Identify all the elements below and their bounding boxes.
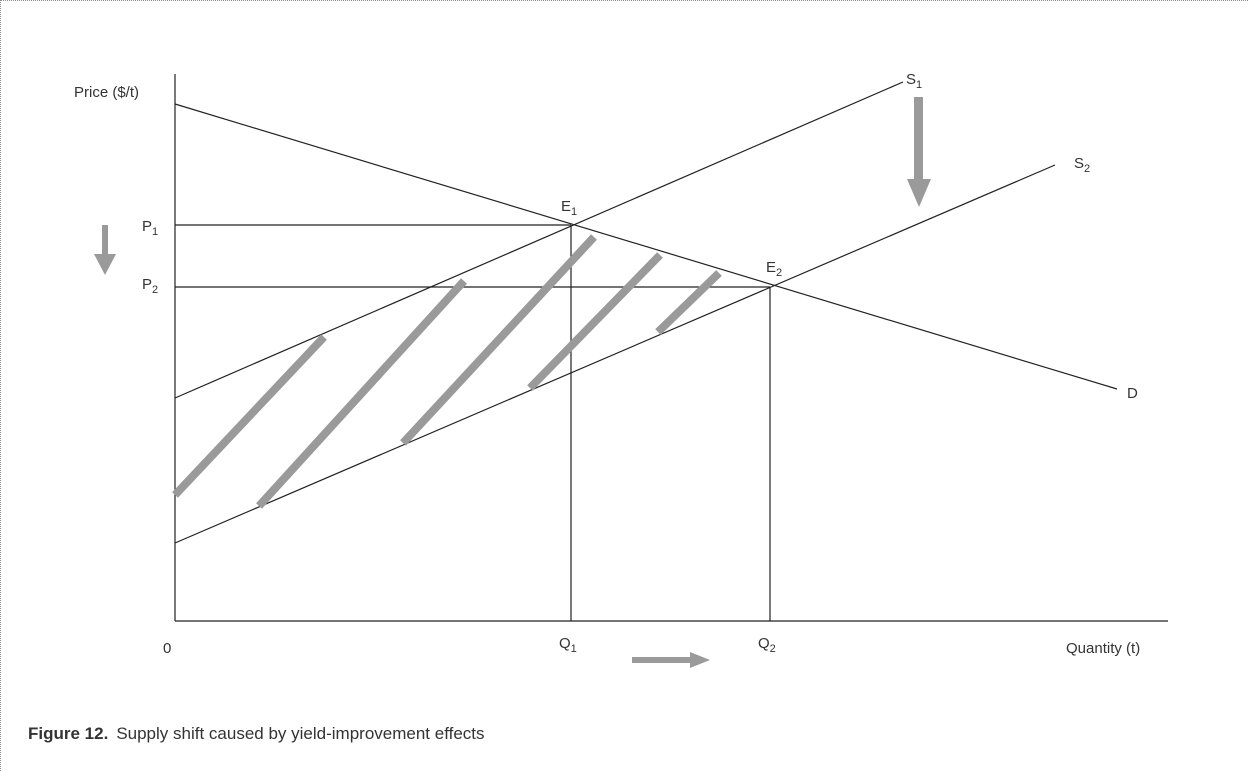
hatch-stroke	[655, 270, 722, 335]
q2-label: Q2	[758, 635, 776, 655]
y-axis-label: Price ($/t)	[74, 84, 139, 101]
shaded-region	[172, 234, 722, 509]
figure-caption: Figure 12. Supply shift caused by yield-i…	[28, 724, 485, 744]
d-label: D	[1127, 385, 1138, 402]
supply-curve-s2	[174, 164, 1056, 544]
e1-label: E1	[561, 198, 577, 218]
hatch-stroke	[172, 334, 327, 498]
e2-label: E2	[766, 259, 782, 279]
q1-label: Q1	[559, 635, 577, 655]
supply-shift-diagram: Price ($/t) Quantity (t) 0 S1 S2 D E1 E2…	[74, 71, 1168, 668]
down-arrow-icon	[94, 225, 116, 275]
origin-label: 0	[163, 640, 171, 657]
s2-label: S2	[1074, 155, 1090, 175]
right-arrow-icon	[632, 652, 710, 668]
x-axis-label: Quantity (t)	[1066, 640, 1140, 657]
supply-curve-s1	[174, 81, 904, 399]
p1-label: P1	[142, 218, 158, 238]
demand-curve	[174, 103, 1118, 390]
figure-caption-text: Supply shift caused by yield-improvement…	[116, 724, 485, 743]
down-arrow-icon	[907, 97, 931, 207]
hatch-stroke	[400, 234, 597, 446]
hatch-stroke	[527, 252, 663, 391]
p2-label: P2	[142, 276, 158, 296]
figure-number: Figure 12.	[28, 724, 109, 743]
hatch-stroke	[256, 278, 467, 509]
s1-label: S1	[906, 71, 922, 91]
